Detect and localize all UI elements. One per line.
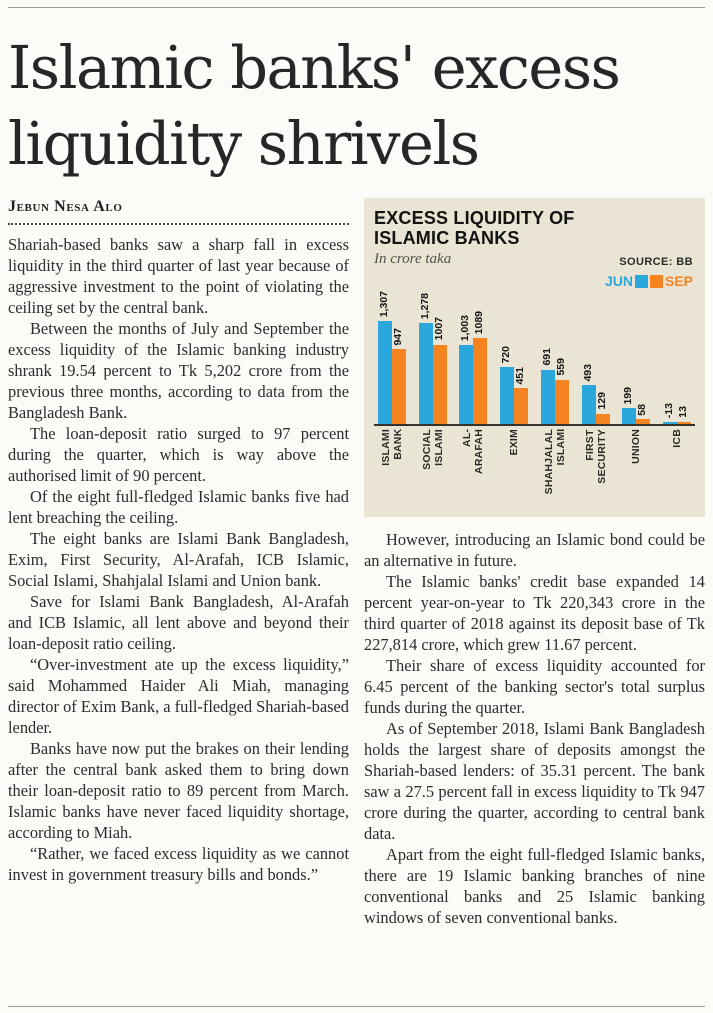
source-label: SOURCE: — [619, 256, 673, 268]
category: EXIM — [497, 429, 531, 509]
bar-group: 1,278 1007 — [416, 274, 450, 424]
chart-categories: ISLAMI BANK SOCIAL ISLAMI AL- ARAFAH EXIM SH… — [374, 429, 695, 509]
bar-value-label: 493 — [581, 363, 594, 382]
bar-value-label: 1007 — [432, 317, 445, 341]
right-column: EXCESS LIQUIDITY OF ISLAMIC BANKS In cro… — [364, 198, 705, 928]
bar-sep — [636, 419, 651, 424]
bar-sep — [514, 388, 529, 424]
legend-label-sep: SEP — [664, 273, 693, 289]
bar-group: 720 451 — [497, 274, 531, 424]
category-label: ICB — [670, 429, 683, 448]
legend-swatch-jun — [634, 274, 648, 288]
article-paragraph: Banks have now put the brakes on their l… — [8, 739, 349, 842]
category-label: EXIM — [508, 429, 521, 456]
bar-value-label: 1,003 — [459, 314, 472, 341]
bar-group: 493 129 — [579, 274, 613, 424]
bar-value-label: 199 — [622, 386, 635, 405]
article-paragraph: Their share of excess liquidity accounte… — [364, 656, 705, 717]
bar-sep — [676, 422, 691, 424]
chart-plot: 1,307 947 1,278 1007 1,003 1089 720 451 691 559 49… — [374, 276, 695, 426]
category-label: ISLAMI BANK — [380, 429, 404, 466]
chart-legend: JUN SEP — [605, 273, 693, 289]
legend-swatch-sep — [649, 274, 663, 288]
bar-value-label: -13 — [662, 402, 675, 418]
category: AL- ARAFAH — [456, 429, 490, 509]
bar-group: 199 58 — [619, 274, 653, 424]
bar-value-label: 13 — [676, 406, 689, 418]
top-rule — [8, 7, 705, 8]
bar-value-label: 1,307 — [378, 290, 390, 317]
category: ISLAMI BANK — [375, 429, 409, 509]
chart-title-line-2: ISLAMIC BANKS — [374, 228, 520, 248]
right-column-text: However, introducing an Islamic bond cou… — [364, 529, 705, 928]
bar-value-label: 1089 — [473, 310, 486, 335]
bar-value-label: 1,278 — [418, 293, 431, 320]
bar-group: -13 13 — [660, 274, 694, 424]
article-paragraph: The Islamic banks' credit base expanded … — [364, 572, 705, 654]
category: SHAHJALAL ISLAMI — [538, 429, 572, 509]
category: FIRST SECURITY — [579, 429, 613, 509]
article-paragraph: As of September 2018, Islami Bank Bangla… — [364, 719, 705, 843]
bar-group: 1,307 947 — [375, 274, 409, 424]
headline: Islamic banks' excess liquidity shrivels — [8, 33, 621, 178]
bar-sep — [473, 338, 488, 424]
legend-label-jun: JUN — [604, 273, 633, 289]
bar-value-label: 451 — [514, 366, 527, 385]
byline: Jebun Nesa Alo — [8, 198, 123, 215]
bar-jun — [378, 321, 392, 424]
article-paragraph: Between the months of July and September… — [8, 319, 349, 422]
chart-source: SOURCE: BB — [605, 256, 693, 268]
article-paragraph: Save for Islami Bank Bangladesh, Al-Araf… — [8, 592, 349, 653]
category: SOCIAL ISLAMI — [416, 429, 450, 509]
bar-sep — [554, 379, 569, 424]
chart-subtitle: In crore taka — [374, 251, 452, 267]
article-paragraph: The loan-deposit ratio surged to 97 perc… — [8, 424, 349, 485]
byline-separator — [8, 223, 349, 225]
article-paragraph: “Over-investment ate up the excess liqui… — [8, 655, 349, 737]
bar-jun — [622, 408, 637, 424]
article-paragraph: Shariah-based banks saw a sharp fall in … — [8, 235, 349, 317]
article-columns: Jebun Nesa Alo Shariah-based banks saw a… — [8, 198, 705, 928]
bar-value-label: 947 — [392, 327, 404, 346]
category-label: AL- ARAFAH — [461, 429, 486, 474]
bar-value-label: 720 — [500, 345, 513, 364]
category: ICB — [660, 429, 694, 509]
category-label: UNION — [630, 429, 643, 464]
bar-jun — [418, 323, 433, 424]
chart-title-line-1: EXCESS LIQUIDITY OF — [374, 208, 575, 228]
left-column: Jebun Nesa Alo Shariah-based banks saw a… — [8, 198, 349, 928]
chart-meta: SOURCE: BB JUN SEP — [605, 256, 693, 289]
bar-value-label: 58 — [636, 403, 649, 416]
bar-sep — [432, 344, 447, 424]
bar-jun — [540, 369, 555, 424]
category-label: SOCIAL ISLAMI — [420, 429, 445, 470]
left-column-text: Shariah-based banks saw a sharp fall in … — [8, 234, 349, 885]
bar-jun — [581, 385, 596, 424]
bar-jun — [459, 344, 474, 424]
chart-box: EXCESS LIQUIDITY OF ISLAMIC BANKS In cro… — [364, 198, 705, 517]
article-paragraph: However, introducing an Islamic bond cou… — [364, 530, 705, 570]
category-label: FIRST SECURITY — [583, 429, 608, 484]
article-paragraph: Of the eight full-fledged Islamic banks … — [8, 487, 349, 527]
source-value: BB — [676, 256, 693, 268]
bar-sep — [595, 413, 610, 424]
category: UNION — [619, 429, 653, 509]
category-label: SHAHJALAL ISLAMI — [542, 429, 567, 495]
chart-title-block: EXCESS LIQUIDITY OF ISLAMIC BANKS In cro… — [374, 208, 695, 268]
bar-value-label: 691 — [540, 348, 553, 366]
bottom-rule — [8, 1006, 705, 1007]
article-paragraph: Apart from the eight full-fledged Islami… — [364, 845, 705, 927]
bar-jun — [500, 367, 515, 424]
article-paragraph: The eight banks are Islami Bank Banglade… — [8, 529, 349, 590]
bar-group: 691 559 — [538, 274, 572, 424]
bar-jun — [662, 422, 677, 424]
bar-value-label: 559 — [554, 358, 567, 376]
bar-sep — [392, 349, 406, 424]
bar-group: 1,003 1089 — [456, 274, 490, 424]
bar-value-label: 129 — [595, 392, 608, 410]
article-paragraph: “Rather, we faced excess liquidity as we… — [8, 844, 349, 884]
